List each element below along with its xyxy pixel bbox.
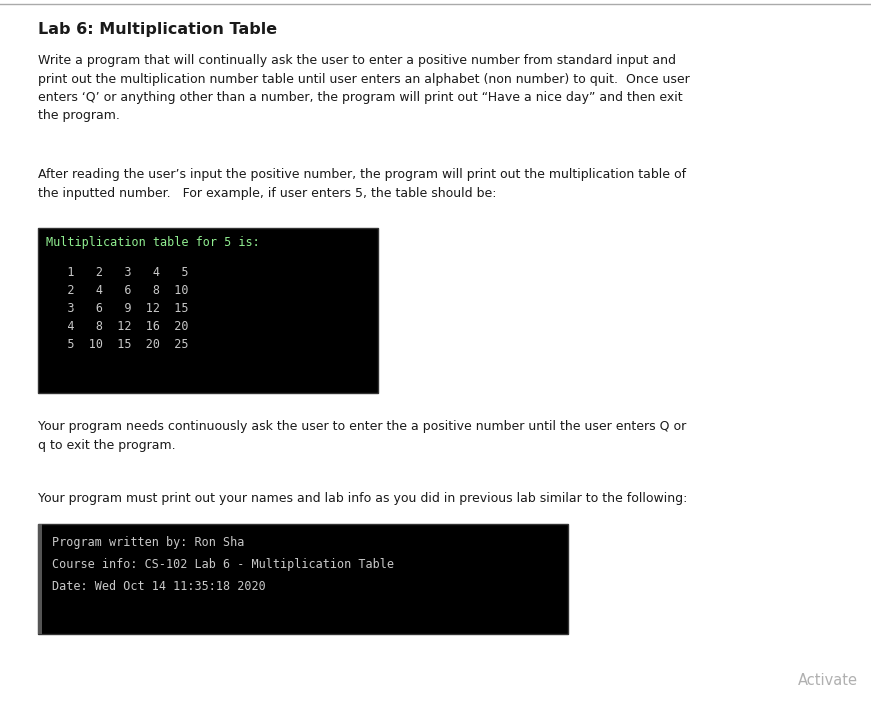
Text: Write a program that will continually ask the user to enter a positive number fr: Write a program that will continually as… (38, 54, 690, 123)
Text: After reading the user’s input the positive number, the program will print out t: After reading the user’s input the posit… (38, 168, 686, 199)
Text: Multiplication table for 5 is:: Multiplication table for 5 is: (46, 236, 260, 249)
Bar (38, 524, 42, 634)
Text: Course info: CS-102 Lab 6 - Multiplication Table: Course info: CS-102 Lab 6 - Multiplicati… (52, 558, 394, 571)
Text: Lab 6: Multiplication Table: Lab 6: Multiplication Table (38, 22, 277, 37)
Text: Your program must print out your names and lab info as you did in previous lab s: Your program must print out your names a… (38, 492, 687, 505)
Text: Program written by: Ron Sha: Program written by: Ron Sha (52, 536, 245, 549)
Text: 4   8  12  16  20: 4 8 12 16 20 (46, 320, 188, 333)
Bar (38, 524, 568, 634)
Bar (38, 228, 378, 393)
Text: 2   4   6   8  10: 2 4 6 8 10 (46, 284, 188, 297)
Text: 1   2   3   4   5: 1 2 3 4 5 (46, 266, 188, 279)
Text: Activate: Activate (798, 673, 858, 688)
Text: Date: Wed Oct 14 11:35:18 2020: Date: Wed Oct 14 11:35:18 2020 (52, 580, 266, 593)
Text: 3   6   9  12  15: 3 6 9 12 15 (46, 302, 188, 315)
Text: 5  10  15  20  25: 5 10 15 20 25 (46, 338, 188, 351)
Text: Your program needs continuously ask the user to enter the a positive number unti: Your program needs continuously ask the … (38, 420, 686, 451)
